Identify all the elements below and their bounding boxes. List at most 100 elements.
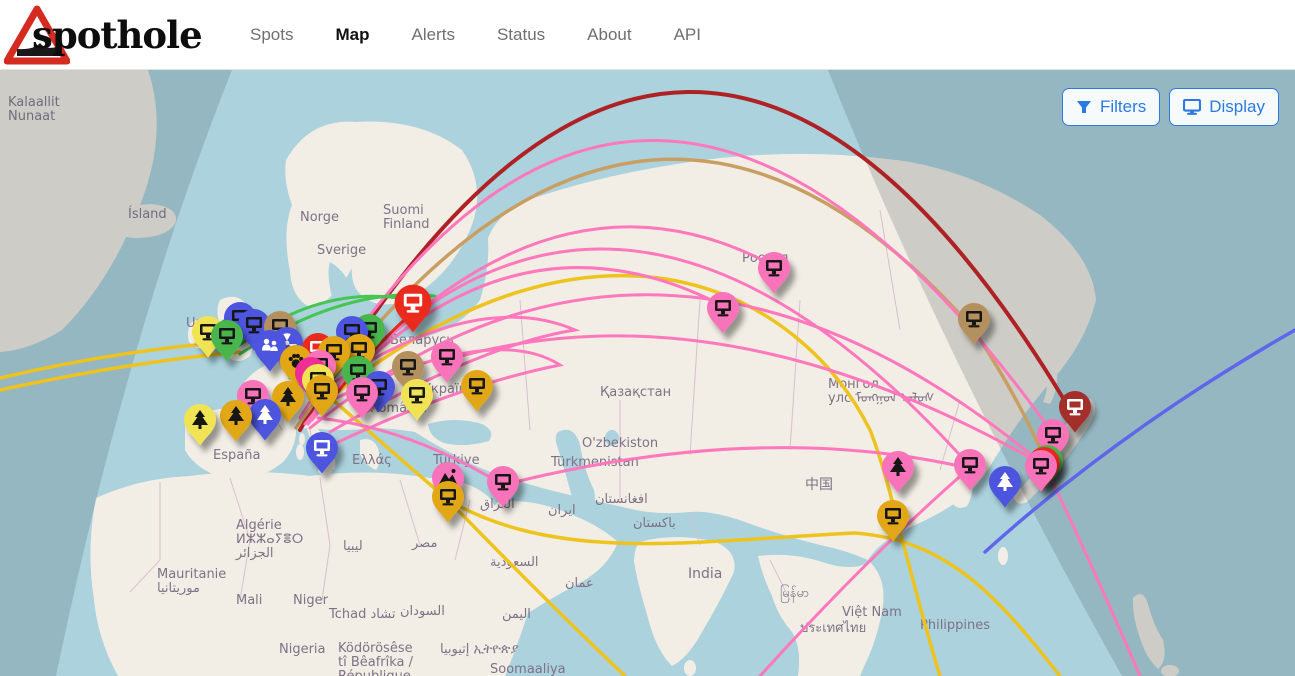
map-label: Mali — [236, 593, 262, 608]
filter-icon — [1076, 101, 1091, 113]
tree-icon — [228, 406, 244, 425]
map-label: 中国 — [805, 477, 833, 493]
spot-path-pink — [758, 470, 967, 676]
map-label: اليمن — [502, 607, 531, 622]
map-pin-monitor[interactable] — [306, 375, 338, 417]
map-label: Tchad تشاد — [328, 607, 396, 622]
map-pin-monitor[interactable] — [461, 370, 493, 412]
monitor-icon — [246, 317, 262, 334]
map-label: Nigeria — [279, 642, 326, 657]
map-label: မြန်မာ — [780, 584, 809, 603]
map-label: ليبيا — [343, 539, 363, 554]
map-pin-monitor[interactable] — [401, 379, 433, 421]
map-pin-tree[interactable] — [249, 399, 281, 441]
map-pin-monitor[interactable] — [1025, 450, 1057, 492]
map-label: ประเทศไทย — [800, 620, 866, 636]
monitor-icon — [354, 385, 370, 402]
spot-path-yellow — [446, 498, 627, 676]
map-label: إتيوبيا ኢትዮጵያ — [440, 642, 518, 657]
world-map[interactable]: KalaallitNunaat Ísland Norge Sverige SuomiFi… — [0, 70, 1295, 676]
pothole-warning-triangle-icon — [4, 5, 70, 64]
monitor-icon — [409, 387, 425, 404]
map-label: Philippines — [920, 618, 990, 633]
map-pin-tree[interactable] — [882, 451, 914, 493]
monitor-icon — [766, 260, 782, 277]
map-label: Türkmenistan — [550, 455, 639, 470]
tree-icon — [257, 405, 273, 424]
monitor-icon — [469, 378, 485, 395]
tree-icon — [280, 387, 296, 406]
map-pin-monitor[interactable] — [211, 320, 243, 362]
map-pin-monitor[interactable] — [394, 284, 432, 333]
map-label: Niger — [293, 593, 329, 608]
filters-button[interactable]: Filters — [1061, 88, 1161, 126]
map-label: Soomaaliya — [490, 662, 566, 676]
nav-about[interactable]: About — [587, 24, 632, 44]
map-pin-tree[interactable] — [220, 400, 252, 442]
monitor-icon — [1067, 399, 1083, 416]
map-pin-tree[interactable] — [989, 466, 1021, 508]
map-canvas[interactable]: KalaallitNunaat Ísland Norge Sverige SuomiFi… — [0, 70, 1295, 676]
map-label: باكستان — [633, 516, 676, 531]
map-controls: Filters Display — [1061, 88, 1279, 126]
map-label: السعودية — [490, 555, 539, 570]
monitor-icon — [403, 293, 423, 313]
map-pin-monitor[interactable] — [431, 341, 463, 383]
map-pin-monitor[interactable] — [707, 292, 739, 334]
map-label: ايران — [548, 503, 576, 518]
nav-api[interactable]: API — [673, 24, 701, 44]
map-label: O'zbekiston — [582, 436, 658, 451]
map-label: España — [213, 448, 260, 463]
map-pin-monitor[interactable] — [346, 377, 378, 419]
brand-name: spothole — [32, 12, 203, 57]
map-pin-monitor[interactable] — [432, 481, 464, 523]
monitor-icon — [715, 300, 731, 317]
nav-spots[interactable]: Spots — [250, 24, 294, 44]
top-navbar: spothole Spots Map Alerts Status About A… — [0, 0, 1295, 70]
map-label: عمان — [565, 576, 594, 591]
map-label: Norge — [300, 210, 339, 225]
mountains-icon — [439, 469, 457, 484]
spot-path-pink — [298, 139, 1055, 436]
map-label: Suomi Finland — [383, 203, 429, 232]
monitor-icon — [219, 328, 235, 345]
map-pin-monitor[interactable] — [1059, 391, 1091, 433]
spot-path-pink — [316, 416, 505, 487]
map-pin-tree[interactable] — [184, 404, 216, 446]
map-pin-people[interactable] — [254, 330, 286, 372]
monitor-icon — [966, 311, 982, 328]
nav-map[interactable]: Map — [335, 24, 370, 44]
nav-status[interactable]: Status — [496, 24, 546, 44]
map-label: Ελλάς — [352, 453, 392, 468]
map-pin-monitor[interactable] — [758, 252, 790, 294]
monitor-icon — [962, 457, 978, 474]
monitor-icon — [885, 508, 901, 525]
map-pin-monitor[interactable] — [958, 303, 990, 345]
spot-path-blue — [983, 328, 1295, 554]
display-button[interactable]: Display — [1169, 88, 1279, 126]
map-pin-monitor[interactable] — [954, 449, 986, 491]
monitor-icon — [439, 349, 455, 366]
monitor-icon — [440, 489, 456, 506]
map-pin-monitor[interactable] — [306, 432, 338, 474]
spot-path-yellow — [0, 350, 242, 392]
monitor-icon — [314, 383, 330, 400]
monitor-icon — [1045, 427, 1061, 444]
map-label: Қазақстан — [600, 385, 671, 400]
monitor-icon — [495, 474, 511, 491]
map-label: مصر — [411, 536, 437, 551]
monitor-icon — [1183, 99, 1202, 115]
filters-button-label: Filters — [1099, 97, 1147, 116]
nav-alerts[interactable]: Alerts — [411, 24, 455, 44]
map-label: Việt Nam — [842, 605, 902, 620]
spothole-logo[interactable]: spothole — [4, 4, 204, 66]
map-label: KalaallitNunaat — [8, 95, 60, 124]
map-pin-monitor[interactable] — [487, 466, 519, 508]
map-label: Sverige — [317, 243, 366, 258]
display-button-label: Display — [1209, 97, 1265, 116]
map-pin-monitor[interactable] — [877, 500, 909, 542]
monitor-icon — [400, 359, 416, 376]
monitor-icon — [314, 440, 330, 457]
